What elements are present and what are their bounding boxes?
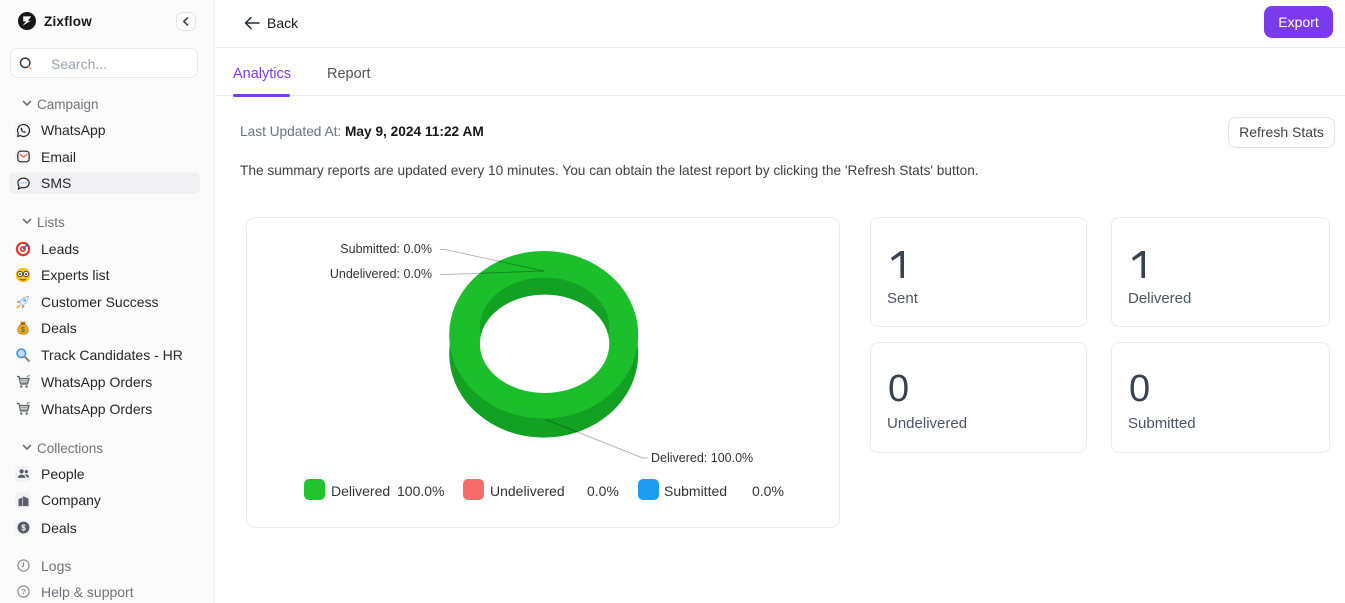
svg-text:?: ? [21,587,26,596]
svg-text:$: $ [21,327,25,334]
svg-text:$: $ [21,523,26,532]
